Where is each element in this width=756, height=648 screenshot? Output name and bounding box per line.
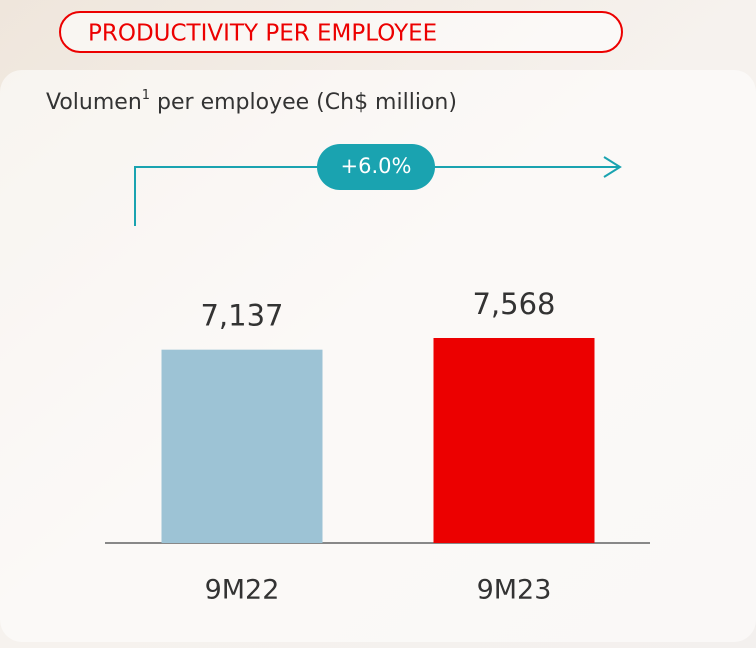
subtitle-text: Volumen [46, 90, 142, 115]
bar [162, 350, 323, 543]
value-label: 7,568 [472, 287, 555, 321]
subtitle: Volumen1 per employee (Ch$ million) [46, 88, 457, 116]
bar [434, 338, 595, 543]
subtitle-superscript: 1 [142, 88, 150, 103]
x-tick-label: 9M23 [477, 575, 552, 606]
chart-title: PRODUCTIVITY PER EMPLOYEE [88, 21, 437, 47]
x-tick-label: 9M22 [205, 575, 280, 606]
chart: PRODUCTIVITY PER EMPLOYEE Volumen1 per e… [0, 0, 756, 648]
value-label: 7,137 [200, 299, 283, 333]
page: PRODUCTIVITY PER EMPLOYEE Volumen1 per e… [0, 0, 756, 648]
annotation: +6.0% [341, 154, 412, 178]
subtitle-text: per employee (Ch$ million) [150, 90, 457, 115]
